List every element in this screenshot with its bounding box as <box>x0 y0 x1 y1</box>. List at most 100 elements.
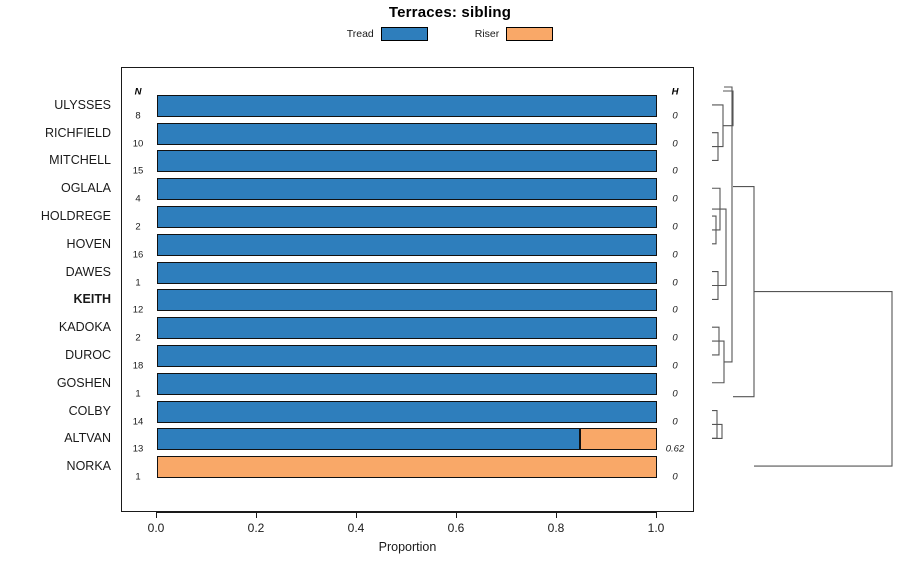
bar-segment-tread[interactable] <box>157 428 580 451</box>
h-value: 0 <box>672 360 678 372</box>
n-value: 15 <box>132 165 144 177</box>
x-axis-title: Proportion <box>378 540 437 554</box>
bar-row[interactable] <box>157 317 657 340</box>
n-value: 18 <box>132 360 144 372</box>
h-value: 0 <box>672 221 678 233</box>
n-value: 1 <box>135 388 141 400</box>
n-value: 4 <box>135 193 141 205</box>
y-axis-label: ALTVAN <box>64 431 111 446</box>
bar-row[interactable] <box>157 400 657 423</box>
x-axis-tick <box>456 512 457 518</box>
y-axis-label: DUROC <box>65 347 111 362</box>
bar-row[interactable] <box>157 206 657 229</box>
y-axis-label: GOSHEN <box>56 375 111 390</box>
h-value: 0 <box>672 110 678 122</box>
x-axis-tick <box>256 512 257 518</box>
x-axis-tick-label: 0.6 <box>447 521 465 535</box>
dendrogram-panel <box>702 67 898 512</box>
dendrogram-link-root <box>754 291 893 467</box>
y-axis-label: HOLDREGE <box>40 209 111 224</box>
h-value: 0 <box>672 138 678 150</box>
h-value: 0 <box>672 165 678 177</box>
bar-segment-tread[interactable] <box>157 150 657 173</box>
bar-row[interactable] <box>157 122 657 145</box>
dendrogram-link-b4 <box>712 208 727 287</box>
dendrogram-link-d2 <box>712 423 723 439</box>
legend-item-tread: Tread <box>347 27 428 41</box>
legend-label-riser: Riser <box>474 28 500 40</box>
y-axis-labels: ULYSSES RICHFIELD MITCHELL OGLALA HOLDREGE HO… <box>0 67 117 512</box>
x-axis-line <box>156 512 656 513</box>
n-value: 1 <box>135 277 141 289</box>
h-value: 0 <box>672 388 678 400</box>
h-column-header: H <box>671 86 679 98</box>
y-axis-label: KADOKA <box>58 320 111 335</box>
bar-segment-riser[interactable] <box>580 428 657 451</box>
bar-row[interactable] <box>157 178 657 201</box>
bar-segment-tread[interactable] <box>157 289 657 312</box>
y-axis-label: OGLALA <box>60 181 111 196</box>
x-axis-tick-label: 1.0 <box>647 521 665 535</box>
bar-row[interactable] <box>157 456 657 479</box>
bar-segment-riser[interactable] <box>157 456 657 479</box>
h-value: 0 <box>672 332 678 344</box>
n-value: 2 <box>135 332 141 344</box>
n-value: 8 <box>135 110 141 122</box>
bar-row[interactable] <box>157 372 657 395</box>
n-value: 1 <box>135 471 141 483</box>
n-column-header: N <box>134 86 142 98</box>
x-axis-tick <box>356 512 357 518</box>
n-value: 13 <box>132 443 144 455</box>
dendrogram-svg <box>712 86 893 467</box>
chart-legend: Tread Riser <box>0 27 900 41</box>
bar-segment-tread[interactable] <box>157 233 657 256</box>
x-axis-tick <box>656 512 657 518</box>
h-value: 0 <box>672 304 678 316</box>
y-axis-label: COLBY <box>68 403 111 418</box>
dendrogram-link-c2 <box>712 340 725 384</box>
bar-row[interactable] <box>157 150 657 173</box>
bar-segment-tread[interactable] <box>157 372 657 395</box>
bar-row[interactable] <box>157 428 657 451</box>
y-axis-label: HOVEN <box>66 236 111 251</box>
dendrogram-link-ab <box>723 90 734 127</box>
h-column: H 0 0 0 0 0 0 0 0 0 0 0 0 0.62 0 <box>657 67 693 512</box>
h-value: 0 <box>672 277 678 289</box>
x-axis-tick-label: 0.4 <box>347 521 365 535</box>
x-axis-tick-label: 0.2 <box>247 521 265 535</box>
bar-segment-tread[interactable] <box>157 178 657 201</box>
y-axis-label: KEITH <box>73 292 112 307</box>
h-value: 0 <box>672 471 678 483</box>
y-axis-label: RICHFIELD <box>45 125 111 140</box>
bar-segment-tread[interactable] <box>157 344 657 367</box>
bar-row[interactable] <box>157 233 657 256</box>
h-value: 0 <box>672 193 678 205</box>
h-value: 0 <box>672 416 678 428</box>
n-value: 2 <box>135 221 141 233</box>
legend-swatch-riser-icon <box>506 27 554 41</box>
bar-segment-tread[interactable] <box>157 94 657 117</box>
n-column: N 8 10 15 4 2 16 1 12 2 18 1 14 13 1 <box>122 67 154 512</box>
n-value: 12 <box>132 304 144 316</box>
bar-row[interactable] <box>157 344 657 367</box>
h-value: 0 <box>672 249 678 261</box>
dendrogram-link-abcd <box>733 185 755 398</box>
n-value: 14 <box>132 416 144 428</box>
bar-segment-tread[interactable] <box>157 122 657 145</box>
bar-row[interactable] <box>157 261 657 284</box>
chart-title: Terraces: sibling <box>388 4 512 21</box>
n-value: 10 <box>132 138 144 150</box>
bar-row[interactable] <box>157 289 657 312</box>
bar-segment-tread[interactable] <box>157 261 657 284</box>
bar-segment-tread[interactable] <box>157 317 657 340</box>
legend-label-tread: Tread <box>346 28 374 40</box>
bar-segment-tread[interactable] <box>157 206 657 229</box>
bar-segment-tread[interactable] <box>157 400 657 423</box>
bar-row[interactable] <box>157 94 657 117</box>
y-axis-label: DAWES <box>65 264 111 279</box>
y-axis-label: NORKA <box>66 459 111 474</box>
x-axis-tick-label: 0.0 <box>147 521 165 535</box>
plot-area <box>121 67 694 512</box>
x-axis-tick <box>156 512 157 518</box>
